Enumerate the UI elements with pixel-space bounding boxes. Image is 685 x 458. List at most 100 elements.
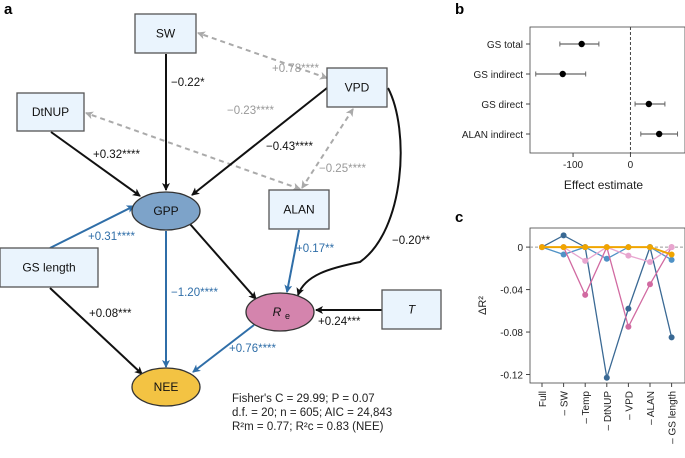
- point-estimate: [578, 40, 585, 48]
- edge-dtnup-alan: [85, 111, 301, 191]
- x-tick-label: – DtNUP: [603, 391, 614, 431]
- y-tick-label: GS direct: [481, 100, 523, 111]
- edge-gs-nee: [49, 287, 143, 375]
- edge-label-vpd-alan: −0.25****: [319, 163, 367, 175]
- series-point-3: [668, 244, 675, 251]
- edge-label-vpd-gpp: −0.43****: [266, 141, 314, 153]
- y-tick-label: -0.08: [500, 328, 523, 339]
- edge-alan-re: [284, 229, 300, 293]
- node-label: GPP: [153, 204, 178, 218]
- y-tick-label: GS total: [487, 40, 523, 51]
- series-point-4: [603, 244, 610, 251]
- edge-label-t-re: +0.24***: [318, 316, 361, 328]
- node-label: T: [408, 303, 417, 317]
- edge-sw-vpd: [197, 31, 328, 80]
- node-label-subscript: e: [285, 311, 290, 321]
- series-point-0: [625, 305, 632, 312]
- model-fit-statistics: Fisher's C = 29.99; P = 0.07 d.f. = 20; …: [232, 393, 392, 433]
- series-point-4: [625, 244, 632, 251]
- y-tick-label: 0: [517, 243, 523, 254]
- edge-label-gs-gpp: +0.31****: [88, 231, 136, 243]
- path-edges: +0.78**** −0.23**** −0.25**** −0.22* +0.32**…: [49, 31, 431, 375]
- edge-label-re-nee: +0.76****: [229, 343, 277, 355]
- y-tick-label: -0.04: [500, 286, 523, 297]
- node-ellipse: [131, 191, 201, 231]
- stat-line-3: R²m = 0.77; R²c = 0.83 (NEE): [232, 421, 384, 433]
- edge-vpd-gpp: [191, 87, 328, 196]
- series-point-0: [603, 374, 610, 381]
- point-estimate: [655, 130, 663, 138]
- node-label: DtNUP: [32, 105, 69, 119]
- node-box: [326, 67, 388, 108]
- node-box: [16, 92, 85, 132]
- panel-label-b: b: [455, 1, 464, 18]
- node-box: [381, 289, 442, 330]
- x-tick-label: 0: [628, 160, 634, 171]
- plot-frame: [529, 26, 685, 154]
- edge-label-gpp-nee: −1.20****: [171, 287, 219, 299]
- edge-vpd-re: [296, 87, 402, 296]
- node-label: GS length: [22, 261, 75, 275]
- series-point-3: [582, 257, 589, 264]
- node-label: VPD: [345, 81, 370, 95]
- series-point-2: [625, 323, 632, 330]
- series-point-0: [560, 232, 567, 239]
- node-gs-length: GS length: [0, 247, 99, 288]
- y-tick-label: -0.12: [500, 371, 523, 382]
- series-point-2: [582, 291, 589, 298]
- series-point-2: [647, 281, 653, 288]
- series-point-4: [560, 244, 567, 251]
- series-point-3: [625, 252, 632, 259]
- edge-label-sw-vpd: +0.78****: [272, 63, 320, 75]
- panel-label-a: a: [4, 1, 13, 18]
- edge-label-dtnup-gpp: +0.32****: [93, 149, 141, 161]
- point-estimate: [559, 70, 566, 78]
- node-label: NEE: [154, 380, 179, 394]
- edge-gpp-re: [189, 223, 257, 300]
- series-point-3: [647, 258, 653, 265]
- node-t: T: [381, 289, 442, 330]
- y-tick-label: GS indirect: [474, 70, 524, 81]
- node-box: [0, 247, 99, 288]
- node-sw: SW: [134, 13, 197, 54]
- y-tick-label: ALAN indirect: [462, 130, 523, 141]
- x-axis-label: Effect estimate: [564, 178, 643, 192]
- effect-estimate-chart: GS total GS indirect GS direct ALAN indirec…: [462, 26, 685, 192]
- series-point-1: [560, 251, 567, 258]
- x-tick-label: – VPD: [624, 391, 635, 420]
- series-point-1: [603, 255, 610, 262]
- node-box: [268, 189, 330, 230]
- node-ellipse: [131, 367, 201, 407]
- node-dtnup: DtNUP: [16, 92, 85, 132]
- series-point-0: [668, 334, 675, 341]
- x-tick-label: – Temp: [581, 391, 592, 424]
- path-nodes: SW DtNUP VPD ALAN GS length T GPP R e NEE: [0, 13, 442, 407]
- edge-gs-gpp: [49, 205, 135, 249]
- edge-dtnup-gpp: [50, 131, 141, 197]
- node-vpd: VPD: [326, 67, 388, 108]
- edge-label-vpd-re: −0.20**: [392, 235, 431, 247]
- edge-re-nee: [192, 324, 255, 373]
- series-point-4: [582, 244, 589, 251]
- edge-vpd-alan: [301, 108, 354, 189]
- edge-label-dtnup-alan: −0.23****: [227, 105, 275, 117]
- node-gpp: GPP: [131, 191, 201, 231]
- node-box: [134, 13, 197, 54]
- node-alan: ALAN: [268, 189, 330, 230]
- series-point-4: [668, 251, 675, 258]
- series-point-4: [539, 244, 545, 251]
- delta-r2-chart: 0 -0.04 -0.08 -0.12 ΔR² Full – SW – Temp – DtNUP…: [477, 227, 685, 444]
- node-label: SW: [156, 27, 176, 41]
- stat-line-1: Fisher's C = 29.99; P = 0.07: [232, 393, 375, 405]
- series-point-4: [647, 244, 653, 251]
- x-tick-label: – ALAN: [646, 391, 657, 425]
- plot-frame: [529, 227, 685, 384]
- stat-line-2: d.f. = 20; n = 605; AIC = 24,843: [232, 407, 392, 419]
- series-point-1: [668, 256, 675, 263]
- point-estimate: [645, 100, 653, 108]
- x-tick-label: -100: [563, 160, 583, 171]
- edge-label-alan-re: +0.17**: [296, 243, 335, 255]
- node-label: ALAN: [283, 203, 314, 217]
